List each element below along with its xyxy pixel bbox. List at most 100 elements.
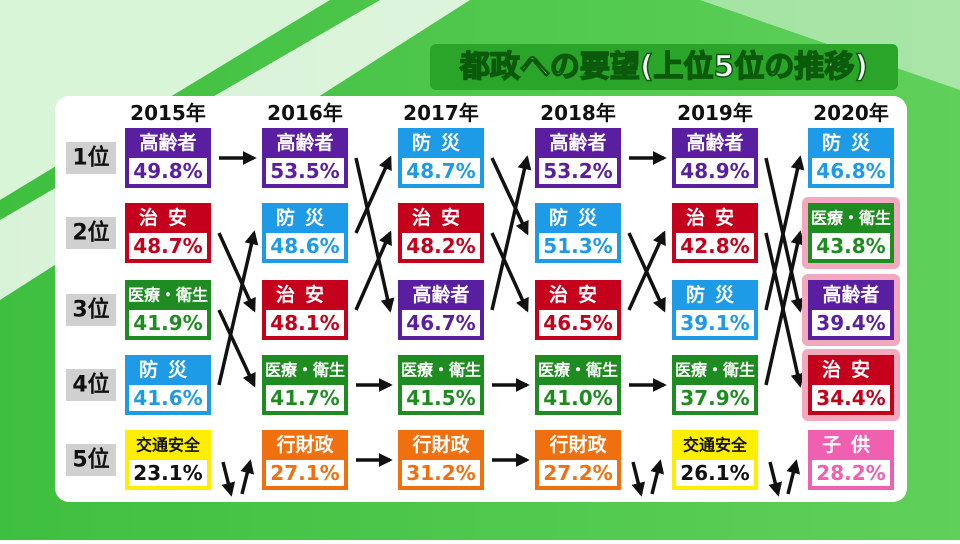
- value-box: [129, 233, 207, 259]
- arrow: [217, 232, 256, 313]
- cell-label: 治安: [549, 283, 607, 306]
- value-box: [402, 158, 480, 184]
- cell-label: 治安: [139, 206, 197, 229]
- value-box: [676, 460, 754, 486]
- arrow: [764, 230, 805, 386]
- arrow: [217, 309, 256, 388]
- cell-value: 27.1%: [270, 461, 339, 485]
- year-label: 2020年: [813, 101, 889, 125]
- cell-label: 行財政: [548, 433, 607, 456]
- value-box: [129, 385, 207, 411]
- year-label: 2018年: [540, 101, 616, 125]
- cell-label: 高齢者: [686, 131, 743, 154]
- cell-value: 48.7%: [406, 159, 475, 183]
- cell-label: 行財政: [411, 433, 470, 456]
- title-box: [430, 44, 898, 90]
- value-box: [539, 233, 617, 259]
- year-label: 2017年: [403, 101, 479, 125]
- rank-box: [66, 142, 116, 174]
- cell-value: 46.7%: [406, 311, 475, 335]
- cell-label: 治安: [276, 283, 334, 306]
- cell-value: 48.9%: [680, 159, 749, 183]
- cell-label: 防災: [549, 206, 607, 229]
- value-box: [266, 233, 344, 259]
- value-box: [539, 385, 617, 411]
- value-box: [266, 310, 344, 336]
- cell-label: 医療・衛生: [401, 361, 481, 380]
- value-box: [402, 460, 480, 486]
- cell-value: 41.0%: [543, 386, 612, 410]
- cell-value: 42.8%: [680, 234, 749, 258]
- cell-value: 37.9%: [680, 386, 749, 410]
- cell-value: 26.1%: [680, 461, 749, 485]
- cell-value: 53.5%: [270, 159, 339, 183]
- value-box: [402, 310, 480, 336]
- value-box: [676, 158, 754, 184]
- arrow: [490, 155, 532, 311]
- cell-label: 防災: [139, 358, 197, 381]
- cell-value: 48.7%: [133, 234, 202, 258]
- cell-label: 高齢者: [139, 131, 196, 154]
- cell-value: 39.4%: [816, 311, 885, 335]
- cell-label: 交通安全: [683, 436, 748, 455]
- cell-value: 43.8%: [816, 234, 885, 258]
- cell-value: 41.7%: [270, 386, 339, 410]
- rank-box: [66, 444, 116, 476]
- value-box: [539, 158, 617, 184]
- year-label: 2015年: [130, 101, 206, 125]
- cell-label: 交通安全: [136, 436, 201, 455]
- arrow: [354, 230, 392, 311]
- value-box: [812, 233, 890, 259]
- cell-label: 防災: [822, 131, 880, 154]
- cell-label: 治安: [822, 358, 880, 381]
- rank-label: 5位: [72, 447, 109, 473]
- cell-value: 23.1%: [133, 461, 202, 485]
- rank-label: 2位: [72, 220, 109, 246]
- cell-value: 27.2%: [543, 461, 612, 485]
- title: 都政への要望(上位5位の推移): [459, 50, 868, 85]
- year-label: 2019年: [677, 101, 753, 125]
- arrow: [627, 230, 666, 311]
- value-box: [812, 385, 890, 411]
- arrow: [764, 155, 805, 311]
- cell-label: 高齢者: [412, 283, 469, 306]
- cell-value: 41.9%: [133, 311, 202, 335]
- cell-label: 高齢者: [549, 131, 606, 154]
- rank-box: [66, 294, 116, 326]
- value-box: [402, 385, 480, 411]
- cell-value: 46.5%: [543, 311, 612, 335]
- value-box: [676, 233, 754, 259]
- value-box: [539, 310, 617, 336]
- cell-label: 治安: [686, 206, 744, 229]
- arrow: [631, 461, 646, 497]
- cell-label: 高齢者: [276, 131, 333, 154]
- cell-label: 医療・衛生: [128, 286, 208, 305]
- rank-box: [66, 217, 116, 249]
- cell-value: 34.4%: [816, 386, 885, 410]
- value-box: [266, 385, 344, 411]
- cell-value: 31.2%: [406, 461, 475, 485]
- cell-value: 48.1%: [270, 311, 339, 335]
- value-box: [266, 158, 344, 184]
- cell-value: 49.8%: [133, 159, 202, 183]
- rank-box: [66, 369, 116, 401]
- cell-value: 48.6%: [270, 234, 339, 258]
- value-box: [129, 460, 207, 486]
- arrow: [221, 461, 236, 497]
- arrow: [768, 461, 783, 497]
- value-box: [402, 233, 480, 259]
- cell-value: 53.2%: [543, 159, 612, 183]
- value-box: [539, 460, 617, 486]
- value-box: [676, 310, 754, 336]
- value-box: [812, 158, 890, 184]
- value-box: [676, 385, 754, 411]
- cell-label: 防災: [686, 283, 744, 306]
- value-box: [812, 460, 890, 486]
- cell-value: 51.3%: [543, 234, 612, 258]
- cell-label: 医療・衛生: [675, 361, 755, 380]
- arrow: [354, 157, 395, 313]
- arrow: [354, 155, 392, 234]
